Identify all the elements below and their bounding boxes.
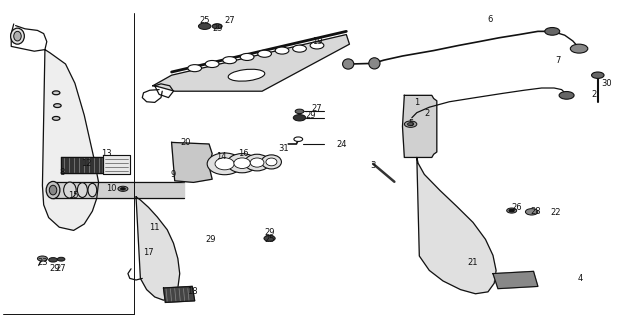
Circle shape	[293, 115, 306, 121]
Text: 15: 15	[69, 191, 79, 200]
Circle shape	[264, 236, 275, 241]
Text: 27: 27	[224, 16, 235, 25]
Ellipse shape	[88, 183, 97, 197]
Text: 7: 7	[556, 56, 561, 65]
Circle shape	[54, 104, 61, 108]
Text: 2: 2	[425, 109, 430, 118]
Ellipse shape	[215, 158, 234, 170]
Circle shape	[294, 137, 303, 141]
Text: 25: 25	[200, 16, 210, 25]
Text: 29: 29	[206, 235, 216, 244]
Text: 25: 25	[265, 236, 275, 244]
Polygon shape	[61, 157, 103, 173]
Ellipse shape	[207, 153, 242, 175]
Polygon shape	[172, 142, 212, 182]
Circle shape	[570, 44, 588, 53]
Text: 2: 2	[592, 90, 597, 99]
Text: 29: 29	[306, 111, 316, 120]
Text: 20: 20	[181, 138, 191, 147]
Text: 17: 17	[143, 248, 154, 257]
Ellipse shape	[14, 31, 21, 41]
Circle shape	[49, 258, 57, 262]
Circle shape	[559, 92, 574, 99]
Text: 10: 10	[106, 184, 116, 193]
Text: 3: 3	[371, 161, 376, 170]
Circle shape	[592, 72, 604, 78]
Text: 29: 29	[265, 228, 275, 237]
Text: 23: 23	[37, 258, 48, 267]
Circle shape	[205, 60, 219, 68]
Circle shape	[212, 24, 222, 29]
Circle shape	[188, 65, 202, 72]
Polygon shape	[417, 157, 496, 294]
Ellipse shape	[11, 28, 24, 44]
Circle shape	[57, 257, 65, 261]
Text: 4: 4	[578, 274, 583, 283]
Polygon shape	[103, 155, 130, 174]
Text: 28: 28	[530, 207, 541, 216]
Ellipse shape	[227, 154, 257, 173]
Ellipse shape	[250, 158, 264, 167]
Text: 14: 14	[217, 152, 227, 161]
Circle shape	[52, 91, 60, 95]
Circle shape	[295, 109, 304, 114]
Text: 26: 26	[511, 203, 522, 212]
Circle shape	[52, 116, 60, 120]
Circle shape	[118, 186, 128, 191]
Circle shape	[120, 188, 125, 190]
Ellipse shape	[343, 59, 354, 69]
Text: 27: 27	[56, 264, 67, 273]
Text: 5: 5	[408, 119, 413, 128]
Text: 19: 19	[312, 37, 322, 46]
Circle shape	[240, 53, 254, 60]
Ellipse shape	[234, 158, 250, 168]
Ellipse shape	[64, 182, 76, 198]
Circle shape	[275, 47, 289, 54]
Polygon shape	[163, 286, 195, 302]
Text: 6: 6	[487, 15, 492, 24]
Ellipse shape	[245, 154, 270, 171]
Circle shape	[507, 208, 517, 213]
Text: 31: 31	[278, 144, 290, 153]
Text: 29: 29	[212, 24, 222, 33]
Circle shape	[258, 50, 271, 57]
Circle shape	[223, 57, 236, 64]
Polygon shape	[42, 50, 99, 230]
Ellipse shape	[49, 185, 57, 195]
Ellipse shape	[228, 69, 265, 81]
Text: 30: 30	[601, 79, 612, 88]
Text: 11: 11	[150, 223, 160, 232]
Text: 8: 8	[60, 168, 65, 177]
Text: 18: 18	[187, 287, 198, 296]
Ellipse shape	[369, 58, 380, 69]
Text: 22: 22	[550, 208, 560, 217]
Ellipse shape	[77, 183, 87, 197]
Circle shape	[310, 42, 324, 49]
Text: 13: 13	[100, 149, 112, 158]
Text: 16: 16	[238, 149, 249, 158]
Circle shape	[525, 209, 538, 215]
Text: 1: 1	[414, 98, 419, 107]
Text: 29: 29	[50, 264, 60, 273]
Text: 12: 12	[81, 159, 91, 168]
Circle shape	[545, 28, 560, 35]
Circle shape	[509, 209, 514, 212]
Ellipse shape	[266, 158, 277, 166]
Polygon shape	[402, 95, 437, 157]
Polygon shape	[153, 35, 349, 91]
Circle shape	[293, 45, 306, 52]
Circle shape	[198, 23, 211, 29]
Circle shape	[407, 123, 414, 126]
Circle shape	[37, 256, 47, 261]
Ellipse shape	[261, 155, 281, 169]
Text: 21: 21	[468, 258, 478, 267]
Text: 24: 24	[337, 140, 347, 148]
Text: 9: 9	[171, 170, 176, 179]
Ellipse shape	[46, 181, 60, 199]
Polygon shape	[493, 271, 538, 289]
Text: 27: 27	[311, 104, 323, 113]
Circle shape	[404, 121, 417, 127]
Polygon shape	[136, 197, 180, 300]
